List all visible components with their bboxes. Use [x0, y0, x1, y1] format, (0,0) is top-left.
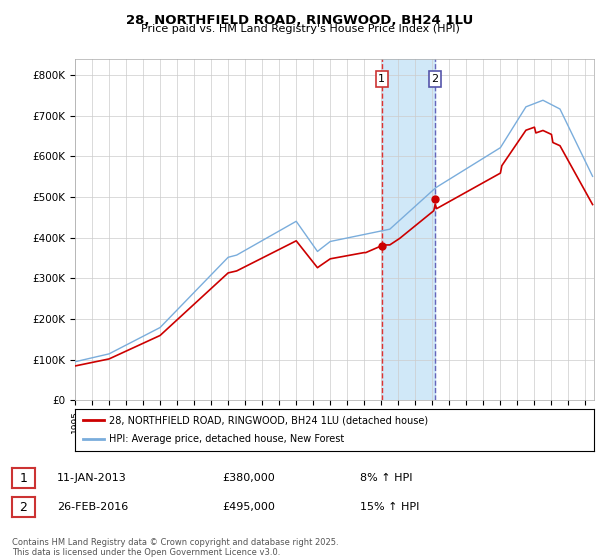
Text: 28, NORTHFIELD ROAD, RINGWOOD, BH24 1LU (detached house): 28, NORTHFIELD ROAD, RINGWOOD, BH24 1LU … [109, 415, 428, 425]
Text: 2: 2 [19, 501, 28, 514]
Text: Contains HM Land Registry data © Crown copyright and database right 2025.
This d: Contains HM Land Registry data © Crown c… [12, 538, 338, 557]
Text: 2: 2 [431, 74, 439, 84]
Text: Price paid vs. HM Land Registry's House Price Index (HPI): Price paid vs. HM Land Registry's House … [140, 24, 460, 34]
Text: 26-FEB-2016: 26-FEB-2016 [57, 502, 128, 512]
Text: 15% ↑ HPI: 15% ↑ HPI [360, 502, 419, 512]
Bar [382, 59, 435, 400]
Text: £495,000: £495,000 [222, 502, 275, 512]
Text: HPI: Average price, detached house, New Forest: HPI: Average price, detached house, New … [109, 435, 344, 445]
Text: 11-JAN-2013: 11-JAN-2013 [57, 473, 127, 483]
Text: £380,000: £380,000 [222, 473, 275, 483]
Text: 1: 1 [19, 472, 28, 485]
Text: 8% ↑ HPI: 8% ↑ HPI [360, 473, 413, 483]
Text: 28, NORTHFIELD ROAD, RINGWOOD, BH24 1LU: 28, NORTHFIELD ROAD, RINGWOOD, BH24 1LU [127, 14, 473, 27]
Text: 1: 1 [379, 74, 385, 84]
